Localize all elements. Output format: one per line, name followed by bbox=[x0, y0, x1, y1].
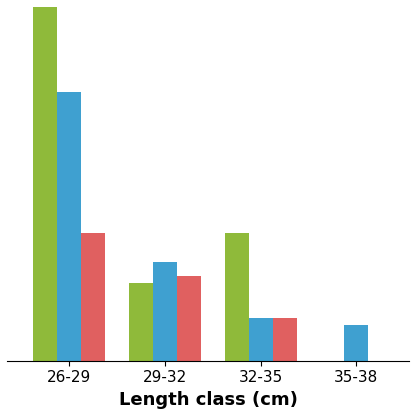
Bar bbox=[249, 318, 272, 361]
Bar bbox=[225, 233, 249, 361]
Bar bbox=[344, 325, 368, 361]
Bar bbox=[177, 276, 201, 361]
X-axis label: Length class (cm): Length class (cm) bbox=[119, 391, 297, 409]
Bar bbox=[57, 92, 81, 361]
Bar bbox=[129, 283, 153, 361]
Bar bbox=[33, 0, 57, 361]
Bar bbox=[81, 233, 105, 361]
Bar bbox=[272, 318, 297, 361]
Bar bbox=[153, 262, 177, 361]
